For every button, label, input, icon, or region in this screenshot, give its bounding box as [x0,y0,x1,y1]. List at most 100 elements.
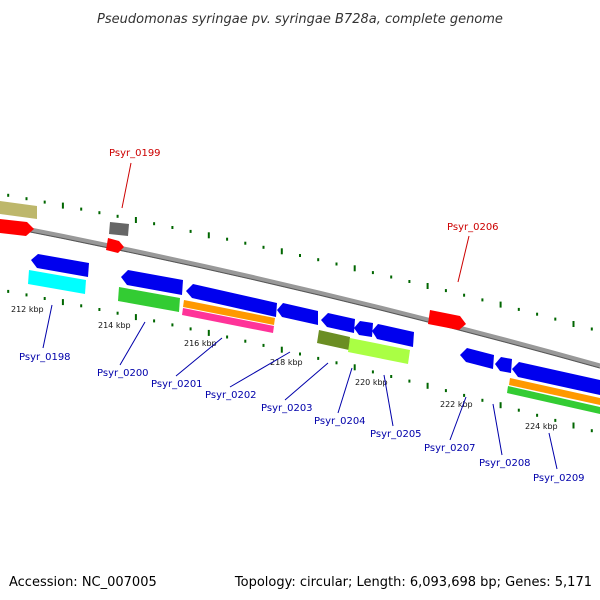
minor-tick [463,293,466,297]
kbp-label: 222 kbp [440,400,473,409]
gene-psyr-0205-blue-a[interactable] [354,321,373,337]
minor-tick [481,298,484,302]
accession-text: Accession: NC_007005 [9,575,157,590]
minor-tick [7,193,10,197]
gene-psyr-0199[interactable] [109,222,129,236]
gene-psyr-0207[interactable] [460,348,494,369]
gene-label-psyr-0201[interactable]: Psyr_0201 [151,379,203,390]
gene-arrow-red-left[interactable] [0,219,34,236]
minor-tick [390,275,393,279]
minor-tick [43,297,46,300]
minor-tick [25,293,28,297]
minor-tick [116,214,119,218]
forward-strand [0,201,466,330]
minor-tick [481,398,484,402]
callout-line-psyr-0200 [119,321,146,366]
minor-tick [25,197,28,201]
major-tick [207,329,210,336]
kbp-label: 220 kbp [355,378,388,387]
kbp-label: 214 kbp [98,321,131,330]
callout-line-psyr-0199 [121,162,132,209]
minor-tick [262,245,265,249]
gene-label-psyr-0198[interactable]: Psyr_0198 [19,352,71,363]
gene-label-psyr-0205[interactable]: Psyr_0205 [370,429,422,440]
minor-tick [590,327,593,331]
minor-tick [262,343,265,347]
minor-tick [153,319,156,323]
minor-tick [371,271,374,275]
callout-lines [42,162,558,470]
gene-psyr-0199-red[interactable] [106,238,124,253]
gene-psyr-0204[interactable] [317,330,350,350]
gene-labels: Psyr_0199 Psyr_0206 Psyr_0198 Psyr_0200 … [19,148,585,484]
kbp-label: 212 kbp [11,305,44,314]
gene-psyr-0202[interactable] [182,308,274,333]
callout-line-psyr-0203 [284,362,329,401]
major-tick [280,346,283,353]
gene-psyr-0200[interactable] [118,287,180,312]
gene-psyr-0198[interactable] [31,254,89,277]
gene-psyr-0204-blue[interactable] [321,313,355,333]
minor-tick [317,356,320,360]
minor-tick [371,370,374,374]
callout-line-psyr-0201 [175,337,223,377]
kbp-label: 216 kbp [184,339,217,348]
minor-tick [299,254,301,257]
major-tick [572,422,575,429]
major-tick [499,402,502,409]
gene-arrow-khaki[interactable] [0,201,37,219]
major-tick [499,301,502,308]
minor-tick [554,418,557,422]
gene-label-psyr-0200[interactable]: Psyr_0200 [97,368,149,379]
gene-psyr-0209-blue[interactable] [512,362,600,395]
gene-psyr-0209[interactable] [507,386,600,414]
kbp-labels: 212 kbp 214 kbp 216 kbp 218 kbp 220 kbp … [11,305,558,431]
gene-psyr-0201[interactable] [186,284,277,317]
reverse-strand [28,254,600,414]
minor-tick [80,304,83,308]
genome-backbone [0,221,600,369]
major-tick [353,265,356,272]
gene-psyr-0209-orange[interactable] [509,378,600,405]
minor-tick [517,307,520,311]
minor-tick [98,211,101,215]
gene-label-psyr-0202[interactable]: Psyr_0202 [205,390,257,401]
gene-label-psyr-0206[interactable]: Psyr_0206 [447,222,499,233]
minor-tick [171,323,174,327]
gene-label-psyr-0203[interactable]: Psyr_0203 [261,403,313,414]
gene-psyr-0203[interactable] [277,303,318,325]
major-tick [134,314,137,321]
gene-label-psyr-0208[interactable]: Psyr_0208 [479,458,531,469]
minor-tick [153,222,156,226]
gene-psyr-0205[interactable] [348,338,410,364]
gene-psyr-0198-cyan[interactable] [28,270,86,294]
minor-tick [171,226,174,229]
gene-label-psyr-0199[interactable]: Psyr_0199 [109,148,161,159]
map-title: Pseudomonas syringae pv. syringae B728a,… [97,12,503,27]
major-tick [572,321,575,327]
gene-label-psyr-0209[interactable]: Psyr_0209 [533,473,585,484]
gene-psyr-0200-blue[interactable] [121,270,183,295]
gene-psyr-0208[interactable] [495,357,512,373]
minor-tick [226,335,229,339]
gene-psyr-0205-blue-b[interactable] [372,324,414,347]
callout-line-psyr-0198 [42,304,53,349]
minor-tick [7,289,10,293]
gene-psyr-0202-orange[interactable] [183,300,275,325]
major-tick [426,382,429,389]
minor-tick [80,207,83,211]
major-tick [426,283,429,289]
kbp-label: 224 kbp [525,422,558,431]
minor-tick [590,429,593,433]
minor-tick [536,312,539,316]
minor-tick [444,289,447,293]
gene-label-psyr-0204[interactable]: Psyr_0204 [314,416,366,427]
gene-label-psyr-0207[interactable]: Psyr_0207 [424,443,476,454]
major-tick [134,217,137,223]
callout-line-psyr-0207 [449,396,467,441]
minor-tick [335,361,338,365]
gene-psyr-0206[interactable] [428,310,466,330]
outer-tick-track [7,193,593,331]
minor-tick [517,408,520,412]
callout-line-psyr-0205 [383,374,394,427]
